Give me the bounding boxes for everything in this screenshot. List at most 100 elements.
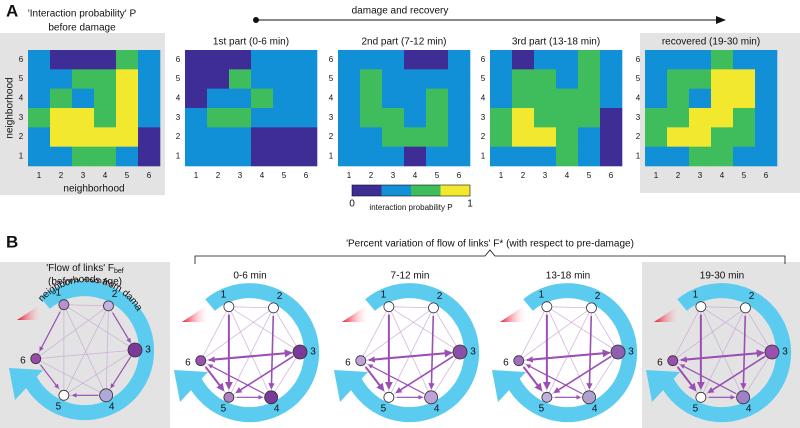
y-tick-label: 3 [19, 113, 24, 122]
link [360, 306, 390, 361]
node [127, 342, 143, 358]
heatmap-cell [490, 146, 513, 167]
y-tick-label: 1 [636, 151, 641, 160]
node-label: 1 [693, 290, 699, 301]
heatmap-cell [251, 108, 274, 128]
node-label: 6 [657, 358, 663, 369]
heatmap-cell [448, 146, 471, 167]
heatmap-cell [207, 108, 230, 128]
damage-wedge [342, 306, 370, 322]
heatmap-cell [72, 69, 95, 89]
heatmap-cell [755, 69, 778, 89]
node-label: 3 [145, 345, 151, 356]
heatmap-cell [251, 127, 274, 147]
node [58, 389, 70, 401]
strong-link [207, 364, 265, 395]
heatmap-cell [600, 108, 623, 128]
node [541, 391, 553, 403]
heatmap-title: recovered (19-30 min) [662, 37, 760, 48]
heatmap-cell [382, 88, 405, 109]
heatmap-cell [207, 69, 230, 89]
heatmap-cell [689, 88, 712, 109]
y-tick-label: 4 [636, 93, 641, 102]
heatmap-cell [138, 127, 161, 147]
link [700, 306, 746, 309]
heatmap-cell [448, 50, 471, 70]
link [388, 306, 434, 309]
heatmap-cell [382, 146, 405, 167]
heatmap-cell [295, 108, 318, 128]
heatmap-cell [578, 50, 601, 70]
link [228, 306, 301, 353]
heatmap-cell [72, 50, 95, 70]
heatmap-cell [733, 108, 756, 128]
heatmap-cell [711, 127, 734, 147]
link [588, 351, 619, 398]
heatmap-cell [534, 127, 557, 147]
y-tick-label: 3 [176, 113, 181, 122]
heatmap-cell [448, 108, 471, 128]
x-tick-label: 3 [698, 171, 703, 180]
node-label: 5 [693, 404, 699, 415]
link [63, 349, 136, 396]
link [360, 307, 434, 362]
x-tick-label: 5 [125, 171, 130, 180]
link [228, 306, 272, 398]
node-label: 4 [274, 404, 280, 415]
heatmap-cell [338, 108, 361, 128]
link [433, 307, 461, 353]
heatmap-cell [360, 146, 383, 167]
y-tick-label: 2 [19, 132, 24, 141]
link [700, 306, 744, 398]
node-label: 2 [595, 291, 601, 302]
x-tick-label: 1 [37, 171, 42, 180]
heatmap-cell [382, 127, 405, 147]
y-tick-label: 6 [481, 55, 486, 64]
heatmap-cell [295, 69, 318, 89]
heatmap-cell [28, 127, 51, 147]
heatmap-cell [667, 108, 690, 128]
strong-link [112, 312, 131, 344]
flow-ring-head [174, 370, 208, 402]
node-label: 6 [503, 358, 509, 369]
node-label: 5 [221, 404, 227, 415]
y-tick-label: 4 [176, 93, 181, 102]
strong-link [208, 351, 293, 363]
link [388, 306, 432, 398]
node-label: 4 [109, 402, 115, 413]
x-tick-label: 3 [238, 171, 243, 180]
heatmap-cell [338, 50, 361, 70]
heatmap-cell [512, 50, 535, 70]
x-tick-label: 4 [103, 171, 108, 180]
heatmap-cell [448, 88, 471, 109]
heatmap-cell [578, 69, 601, 89]
heatmap-cell [185, 50, 208, 70]
heatmap-cell [689, 69, 712, 89]
y-tick-label: 4 [481, 93, 486, 102]
heatmap-cell [645, 88, 668, 109]
y-tick-label: 6 [636, 55, 641, 64]
heatmap-cell [534, 108, 557, 128]
heatmap-cell [138, 69, 161, 89]
link [63, 304, 109, 307]
y-tick-label: 6 [329, 55, 334, 64]
diagram-title: 'Flow of links' Fbef [46, 263, 124, 275]
heatmap-cell [645, 69, 668, 89]
panel-label: B [6, 232, 18, 251]
timeline-label: damage and recovery [352, 6, 449, 17]
colorbar-swatch [440, 185, 470, 196]
strong-link [235, 355, 294, 394]
heatmap-cell [185, 108, 208, 128]
node-label: 4 [592, 404, 598, 415]
heatmap-cell [578, 146, 601, 167]
x-tick-label: 5 [282, 171, 287, 180]
link [200, 306, 230, 361]
heatmap-cell [578, 108, 601, 128]
heatmap-cell [94, 127, 117, 147]
link [200, 307, 274, 362]
heatmap-cell [273, 69, 296, 89]
damage-wedge [654, 306, 682, 322]
heatmap-cell [426, 69, 449, 89]
x-tick-label: 4 [565, 171, 570, 180]
link [35, 358, 107, 396]
